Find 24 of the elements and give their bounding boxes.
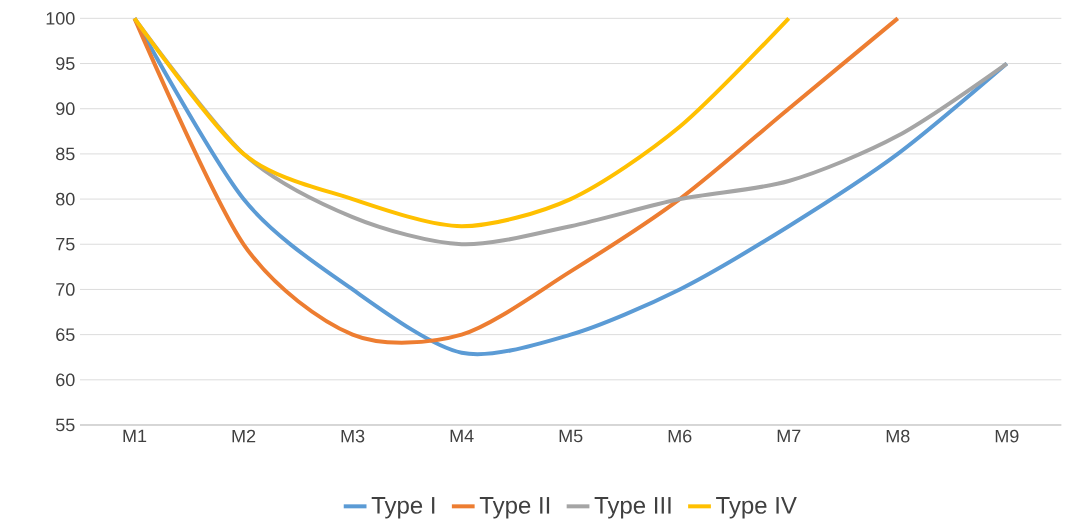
x-tick-label: M3 (341, 429, 365, 443)
legend-label: Type II (479, 497, 550, 519)
y-tick-label: 80 (56, 192, 75, 206)
y-tick-label: 60 (56, 373, 75, 387)
x-tick-label: M7 (777, 429, 801, 443)
x-tick-label: M9 (995, 429, 1019, 443)
x-tick-label: M4 (450, 429, 474, 443)
x-tick-label: M1 (123, 429, 147, 443)
y-tick-label: 65 (56, 328, 75, 341)
y-tick-label: 90 (56, 102, 75, 116)
y-tick-label: 95 (56, 57, 75, 70)
y-tick-label: 75 (56, 237, 75, 251)
y-tick-label: 70 (56, 283, 75, 296)
legend-label: Type III (594, 497, 671, 519)
y-tick-label: 85 (56, 147, 75, 161)
x-tick-label: M8 (886, 429, 910, 443)
x-tick-label: M6 (668, 429, 692, 443)
y-tick-label: 100 (46, 11, 75, 25)
x-tick-label: M5 (559, 429, 583, 443)
legend-label: Type I (371, 497, 435, 519)
y-tick-label: 55 (55, 418, 75, 432)
x-tick-label: M2 (232, 429, 256, 443)
line-series (132, 16, 791, 229)
legend-label: Type IV (716, 497, 797, 519)
